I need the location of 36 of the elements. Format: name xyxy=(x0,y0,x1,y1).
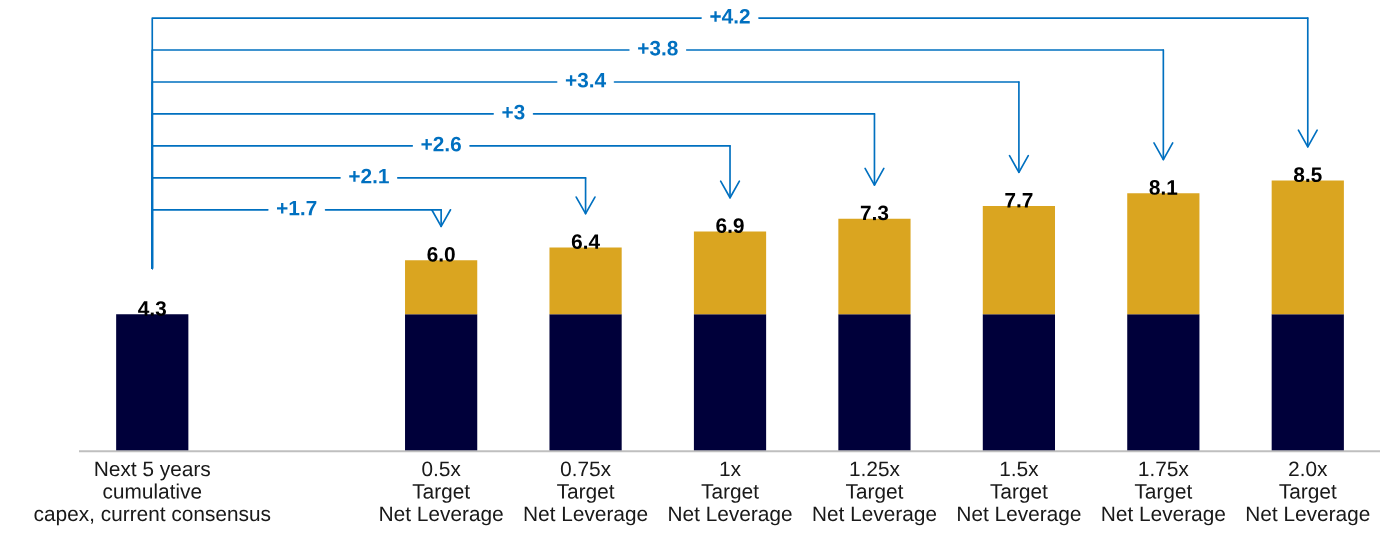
bar xyxy=(1271,180,1344,315)
x-tick-label: 0.75x Target Net Leverage xyxy=(524,461,648,526)
bar xyxy=(982,314,1056,452)
annotation: +1.7 xyxy=(277,200,317,216)
total-label: 8.1 xyxy=(1149,180,1178,195)
bar xyxy=(405,314,478,452)
total-label: 6.4 xyxy=(571,234,600,249)
x-tick-label: 0.5x Target Net Leverage xyxy=(380,461,503,526)
x-tick-label: 1.25x Target Net Leverage xyxy=(813,461,937,526)
text: +3 xyxy=(502,104,525,120)
bar xyxy=(838,314,911,452)
bar xyxy=(405,260,478,315)
x-tick-label: 1.75x Target Net Leverage xyxy=(1102,461,1225,526)
total-label: 7.3 xyxy=(860,205,889,221)
total-label: 8.5 xyxy=(1293,167,1322,183)
bar xyxy=(693,314,767,452)
bar xyxy=(549,247,622,315)
bar xyxy=(1127,193,1200,315)
data-label: 4.3 xyxy=(138,301,166,316)
bar xyxy=(693,231,767,315)
text: +3.4 xyxy=(565,72,607,88)
total-label: 6.0 xyxy=(427,246,455,262)
x-tick-label: Next 5 years cumulative capex, current consensus xyxy=(34,461,271,526)
x-tick-label: 1.5x Target Net Leverage xyxy=(958,461,1081,526)
total-label: 7.7 xyxy=(1005,193,1033,208)
text: +4.2 xyxy=(710,8,750,24)
bar xyxy=(549,314,622,452)
x-tick-label: 1x Target Net Leverage xyxy=(669,461,792,526)
total-label: 6.9 xyxy=(716,218,744,234)
x-tick-label: 2.0x Target Net Leverage xyxy=(1246,461,1370,526)
text: +2.6 xyxy=(421,136,461,152)
annotation: +2.1 xyxy=(349,168,389,184)
bar xyxy=(1127,314,1200,452)
bar xyxy=(1271,314,1344,452)
bar xyxy=(116,314,189,452)
text: +3.8 xyxy=(638,40,678,56)
